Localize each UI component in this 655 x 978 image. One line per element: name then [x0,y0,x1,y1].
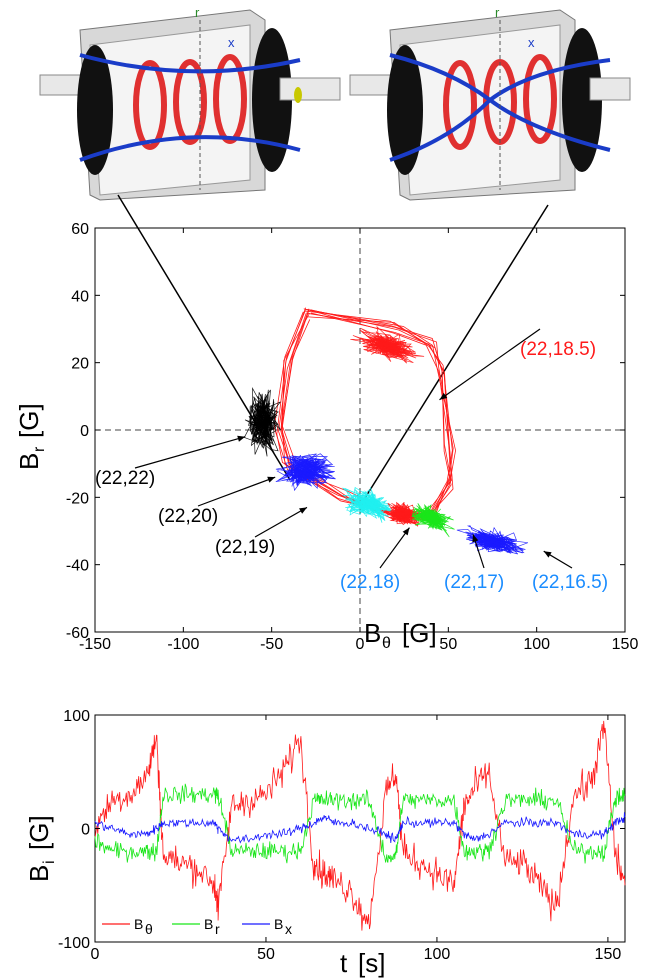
svg-text:r: r [495,5,500,20]
annotation-arrow [379,527,410,569]
x-tick-label: 150 [612,636,639,653]
y-tick-label: 0 [80,423,89,440]
legend-label-sub: x [285,921,292,937]
annotation-label: (22,18.5) [520,339,596,360]
y-axis-label-bottom: B [24,865,54,882]
annotation-label: (22,19) [215,537,275,558]
series-trace [466,525,524,554]
annotations: (22,22)(22,20) (22,19) (22,18.5) (22,18) (22… [95,328,608,593]
svg-text:x: x [528,35,535,50]
series-cloud [275,453,336,492]
y-tick-label: -20 [66,490,89,507]
series-line [94,812,626,844]
annotation-arrowhead [237,435,246,442]
series-line [94,720,626,931]
x-axis-unit-bottom: [s] [358,948,385,978]
x-tick-label: -50 [260,636,283,653]
annotation-arrowhead [439,392,448,400]
legend-label: B [204,916,213,932]
series-cloud [350,325,425,364]
x-tick-label: 50 [257,946,275,963]
x-axis-label-sub: θ [382,635,391,652]
svg-text:r: r [195,5,200,20]
y-tick-label: -100 [58,935,90,952]
x-tick-label: 150 [595,946,622,963]
annotation-label: (22,16.5) [532,572,608,593]
y-tick-label: 40 [71,288,89,305]
y-axis-label-sub-bottom: i [41,860,58,864]
series-cloud [411,503,455,538]
series-cloud [243,386,282,457]
x-tick-label: 0 [356,636,365,653]
device-illustration-right: r x [349,5,631,201]
connector-line-right [364,204,549,499]
x-tick-label: 100 [424,946,451,963]
chart-marks [95,228,625,632]
x-tick-label: 0 [91,946,100,963]
y-tick-label: 0 [81,822,90,839]
y-axis-label: B [14,453,44,470]
annotation-arrow [197,476,276,507]
annotation-arrowhead [402,527,410,536]
series-trace [411,505,446,530]
tick-labels: -150 -100 -50 0 50 100 150 60 40 20 0 -20 -40 -60 [66,221,639,653]
series-trace [248,401,282,441]
y-axis-label-sub: r [31,446,48,452]
annotation-arrowhead [472,534,479,543]
annotation-label: (22,18) [340,572,400,593]
annotation-label: (22,20) [158,506,218,527]
legend-label-sub: r [215,921,220,937]
y-tick-label: 60 [71,221,89,238]
x-axis-label-bottom: t [340,948,348,978]
series-trace [359,327,412,362]
y-tick-label: 100 [63,708,90,725]
y-axis-unit: [G] [14,403,44,438]
y-tick-label: -60 [66,625,89,642]
y-tick-label: -40 [66,558,89,575]
x-tick-label: -100 [167,636,199,653]
device-illustrations: r x r x [39,5,631,499]
annotation-label: (22,22) [95,468,155,489]
device-illustration-left: r x [39,5,341,201]
phase-space-chart: -150 -100 -50 0 50 100 150 60 40 20 0 -20 -40 -60 (22… [14,221,638,653]
annotation-arrow [254,506,308,538]
annotation-label: (22,17) [444,572,504,593]
trajectory-loop [273,309,456,522]
series-trace [392,501,421,525]
series-line [94,783,626,864]
y-tick-label: 20 [71,356,89,373]
x-tick-label: -150 [79,636,111,653]
series-trace [342,487,388,521]
time-series-lines [94,720,626,931]
x-axis-label: B [364,618,381,648]
x-tick-label: 50 [439,636,457,653]
annotation-arrow [134,436,246,469]
legend-label: B [274,916,283,932]
legend-label-sub: θ [145,921,153,937]
svg-text:x: x [228,35,235,50]
series-trace [285,453,331,483]
legend-label: B [134,916,143,932]
annotation-arrowhead [299,507,307,514]
annotation-arrow [439,328,541,401]
x-tick-label: 100 [523,636,550,653]
series-trace [387,502,421,526]
annotation-arrowhead [267,476,276,483]
x-axis-unit: [G] [402,618,437,648]
series-cloud [342,486,397,523]
annotation-arrowhead [543,551,552,558]
y-axis-unit-bottom: [G] [24,815,54,850]
series-cloud [456,525,529,555]
